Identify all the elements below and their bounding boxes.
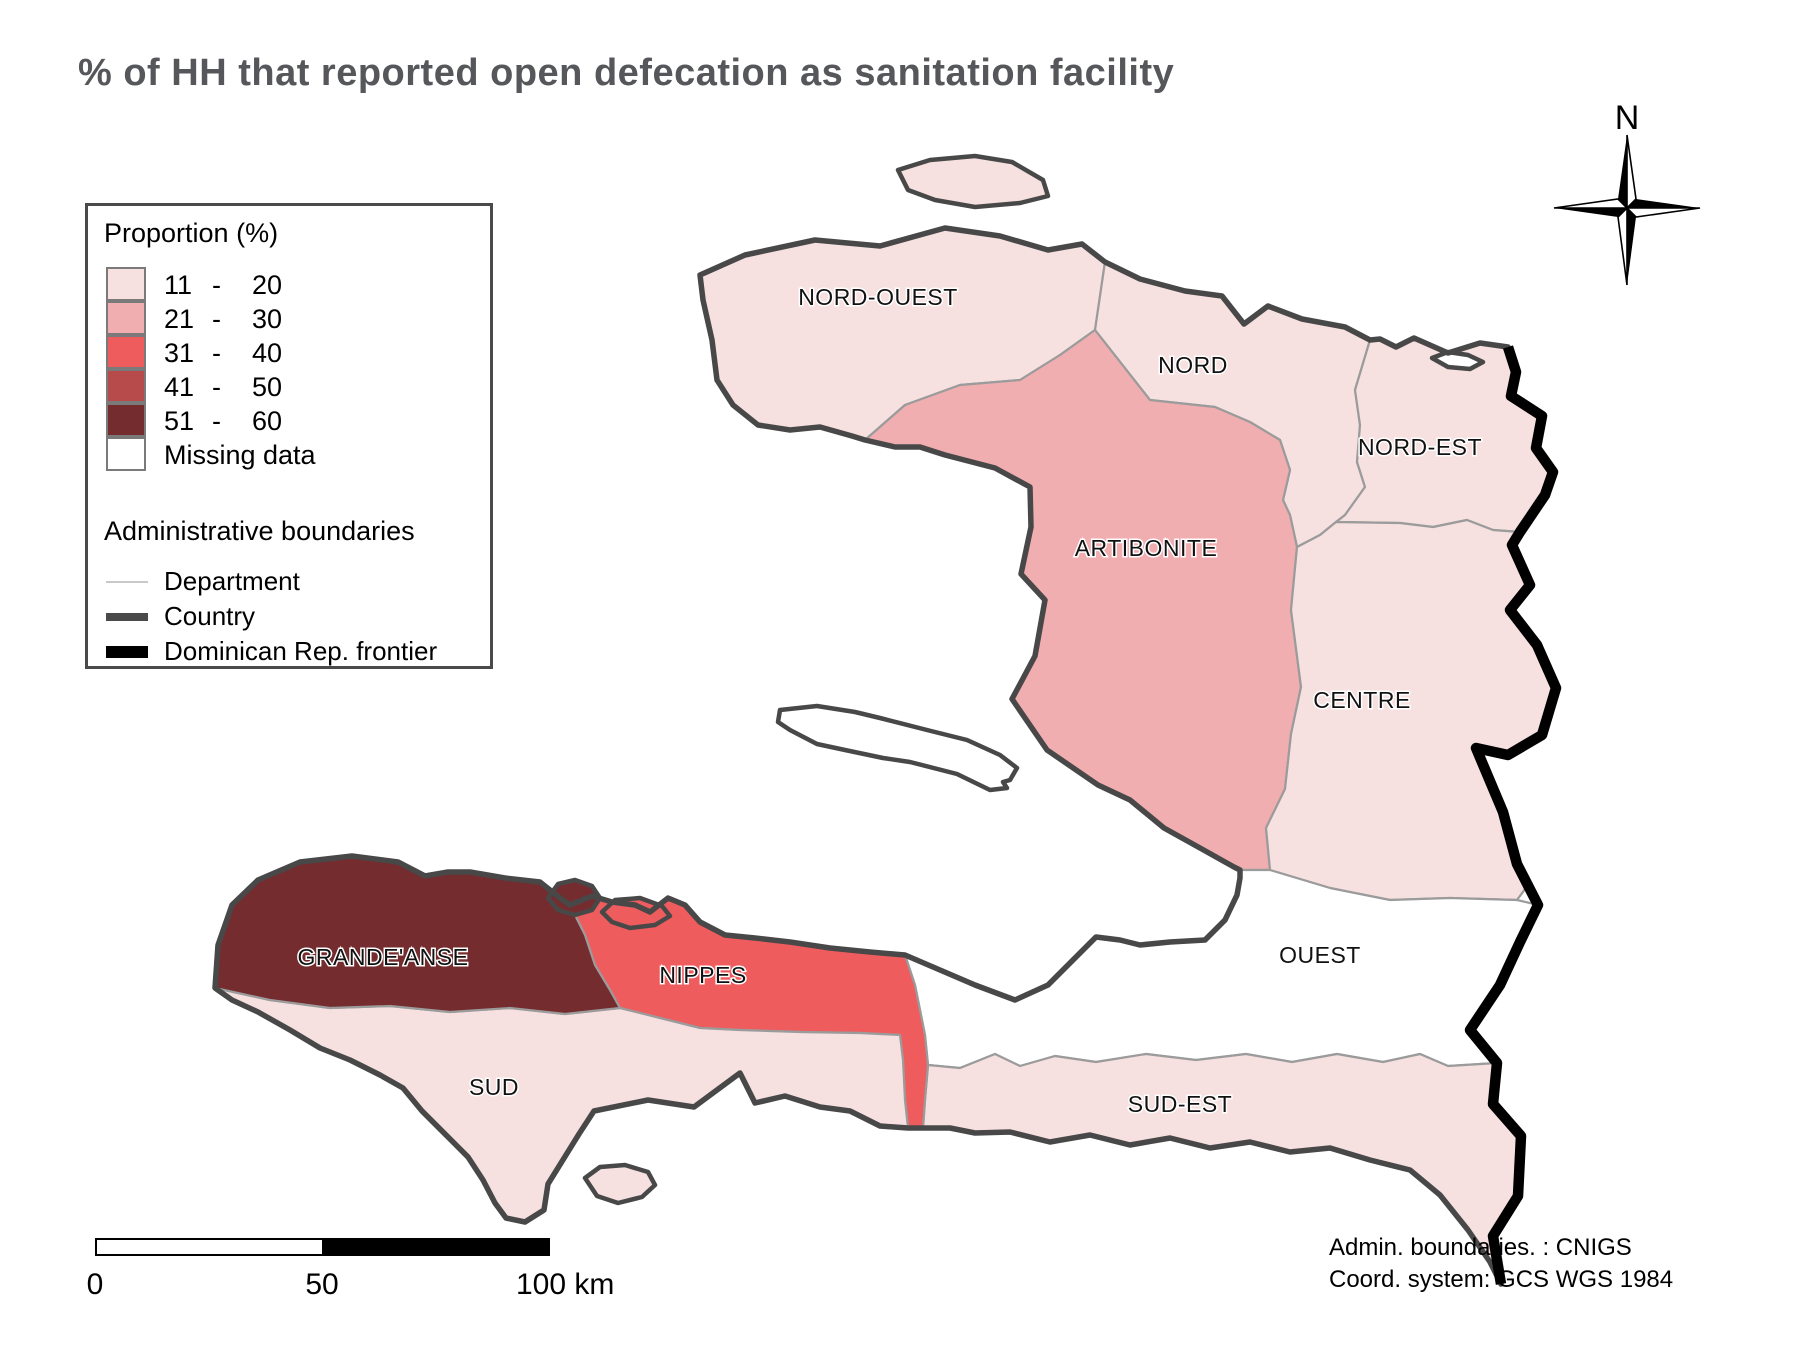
compass-rose: N (1553, 99, 1701, 286)
region-label-grande-anse: GRANDE'ANSE (298, 944, 469, 970)
range-from: 31 (164, 337, 195, 368)
swatch-missing (106, 436, 146, 471)
legend-row-country: Country (106, 599, 437, 634)
map-title: % of HH that reported open defecation as… (78, 52, 1175, 94)
frontier-line-label: Dominican Rep. frontier (164, 636, 438, 666)
range-to: 40 (252, 337, 283, 368)
legend-class-rows: 11-20 21-30 31-40 41-50 51-60 Missing da… (106, 266, 316, 472)
missing-data-label: Missing data (164, 439, 316, 470)
range-to: 20 (252, 269, 283, 300)
scale-segment-white (97, 1240, 322, 1254)
region-label-nord: NORD (1158, 352, 1228, 378)
region-label-sud-est: SUD-EST (1128, 1091, 1232, 1117)
credits-coord-system: Coord. system: GCS WGS 1984 (1329, 1266, 1674, 1293)
range-from: 11 (164, 269, 193, 300)
island-gonave (775, 703, 1020, 793)
swatch-class-3 (106, 334, 146, 369)
north-label: N (1615, 99, 1640, 137)
range-to: 60 (252, 405, 283, 436)
range-separator: - (212, 405, 221, 436)
scale-tick-50: 50 (305, 1268, 339, 1301)
region-label-nippes: NIPPES (659, 962, 746, 988)
legend-row-class-2: 21-30 (106, 300, 316, 336)
range-separator: - (212, 303, 221, 334)
legend-row-class-1: 11-20 (106, 266, 316, 302)
region-label-artibonite: ARTIBONITE (1075, 535, 1218, 561)
dominican-frontier-line (1464, 345, 1562, 1285)
range-from: 51 (164, 405, 195, 436)
range-from: 41 (164, 371, 195, 402)
region-label-centre: CENTRE (1313, 687, 1411, 713)
range-separator: - (212, 337, 221, 368)
frontier-line-sample (106, 645, 148, 658)
scale-bar-graphic (95, 1238, 550, 1256)
legend-boundaries-title: Administrative boundaries (104, 516, 415, 546)
legend-boundary-rows: Department Country Dominican Rep. fronti… (106, 564, 437, 669)
compass-star-icon (1553, 134, 1701, 286)
map-credits: Admin. boundaries. : CNIGS Coord. system… (1329, 1232, 1673, 1296)
region-label-ouest: OUEST (1279, 942, 1361, 968)
region-label-nord-est: NORD-EST (1358, 434, 1482, 460)
region-grande-anse (213, 854, 622, 1016)
legend-row-frontier: Dominican Rep. frontier (106, 634, 437, 669)
range-to: 50 (252, 371, 283, 402)
swatch-class-4 (106, 368, 146, 403)
country-line-label: Country (164, 601, 256, 631)
region-label-sud: SUD (469, 1074, 519, 1100)
legend-row-class-5: 51-60 (106, 402, 316, 438)
range-separator: - (212, 269, 221, 300)
region-label-nord-ouest: NORD-OUEST (798, 284, 958, 310)
swatch-class-5 (106, 402, 146, 437)
island-tortuga (895, 153, 1051, 210)
island-ile-a-vache (582, 1162, 658, 1206)
range-from: 21 (164, 303, 195, 334)
scale-segment-black (322, 1240, 548, 1254)
swatch-class-1 (106, 266, 146, 301)
swatch-class-2 (106, 300, 146, 335)
islands (545, 153, 1486, 1206)
legend-proportion-title: Proportion (%) (104, 218, 279, 248)
region-labels: NORD-OUEST NORD NORD-EST ARTIBONITE CENTRE OU… (296, 283, 1483, 1119)
credits-source: Admin. boundaries. : CNIGS (1329, 1234, 1632, 1261)
department-line-sample (106, 580, 148, 583)
legend-panel: Proportion (%) 11-20 21-30 31-40 41-50 5… (85, 203, 493, 669)
legend-row-class-3: 31-40 (106, 334, 316, 370)
range-separator: - (212, 371, 221, 402)
scale-tick-0: 0 (86, 1268, 104, 1301)
region-ouest (903, 868, 1540, 1070)
legend-row-missing: Missing data (106, 436, 316, 472)
country-line-sample (106, 612, 148, 621)
department-line-label: Department (164, 566, 300, 596)
scale-tick-100: 100 km (516, 1268, 615, 1301)
legend-row-department: Department (106, 564, 437, 599)
legend-row-class-4: 41-50 (106, 368, 316, 404)
range-to: 30 (252, 303, 283, 334)
